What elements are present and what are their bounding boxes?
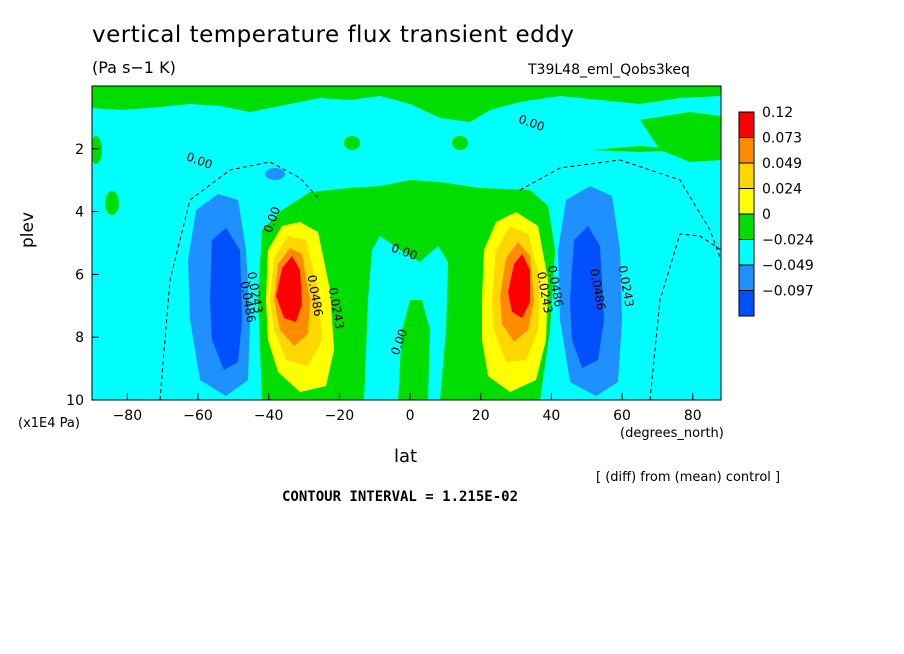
- fill-island: [344, 136, 360, 150]
- x-tick-label: 40: [542, 408, 560, 424]
- x-tick-label: −20: [325, 408, 355, 424]
- fill-left-negative-core: [210, 228, 242, 370]
- x-axis-unit: (degrees_north): [620, 426, 724, 441]
- y-tick-label: 4: [75, 205, 84, 221]
- x-tick-label: −80: [113, 408, 143, 424]
- y-tick-label: 10: [66, 393, 84, 409]
- y-tick-label: 6: [75, 267, 84, 283]
- colorbar-label: −0.097: [762, 284, 814, 300]
- contour-line: [649, 233, 721, 400]
- units-label: (Pa s−1 K): [92, 58, 176, 77]
- colorbar-label: −0.049: [762, 258, 814, 274]
- fill-island: [452, 136, 468, 150]
- colorbar-swatch: [738, 290, 755, 317]
- colorbar-label: 0: [762, 207, 771, 223]
- x-tick-label: 20: [472, 408, 490, 424]
- x-tick-label: −60: [183, 408, 213, 424]
- x-tick-label: 0: [406, 408, 415, 424]
- fill-island: [92, 136, 102, 164]
- x-axis-label: lat: [394, 446, 418, 467]
- fill-island: [590, 146, 690, 152]
- fill-center-strip: [398, 300, 430, 400]
- y-ticks: 2 4 6 8 10: [66, 142, 99, 409]
- colorbar-label: 0.024: [762, 182, 802, 198]
- diff-note: [ (diff) from (mean) control ]: [596, 470, 781, 485]
- colorbar-swatch: [738, 188, 755, 215]
- chart-title: vertical temperature flux transient eddy: [92, 22, 575, 48]
- contour-interval: CONTOUR INTERVAL = 1.215E-02: [282, 489, 519, 505]
- plot-frame: [91, 85, 722, 401]
- colorbar-swatch: [738, 111, 755, 138]
- colorbar-swatch: [738, 264, 755, 291]
- contour-line: [159, 161, 321, 400]
- y-tick-label: 2: [75, 142, 84, 158]
- colorbar-swatch: [738, 162, 755, 189]
- run-id: T39L48_eml_Qobs3keq: [528, 62, 690, 78]
- x-tick-label: 80: [684, 408, 702, 424]
- colorbar: 0.12 0.073 0.049 0.024 0 −0.024 −0.049 −0.097: [738, 105, 814, 317]
- colorbar-swatch: [738, 239, 755, 266]
- fill-spot-negative: [265, 168, 285, 180]
- x-tick-label: 60: [613, 408, 631, 424]
- colorbar-label: 0.073: [762, 131, 802, 147]
- colorbar-label: 0.049: [762, 156, 802, 172]
- y-axis-unit: (x1E4 Pa): [18, 416, 80, 431]
- contour-fill: [92, 86, 721, 400]
- colorbar-swatch: [738, 137, 755, 164]
- colorbar-label: −0.024: [762, 233, 814, 249]
- y-tick-label: 8: [75, 330, 84, 346]
- fill-right-positive-core: [508, 254, 530, 318]
- colorbar-swatch: [738, 213, 755, 240]
- fill-island: [105, 191, 119, 215]
- fill-left-positive-core: [276, 256, 302, 322]
- contour-line: [519, 159, 721, 261]
- x-ticks: −80 −60 −40 −20 0 20 40 60 80: [113, 393, 702, 424]
- colorbar-label: 0.12: [762, 105, 793, 121]
- fill-right-negative-core: [570, 226, 604, 368]
- x-tick-label: −40: [254, 408, 284, 424]
- fill-top-band: [92, 86, 721, 122]
